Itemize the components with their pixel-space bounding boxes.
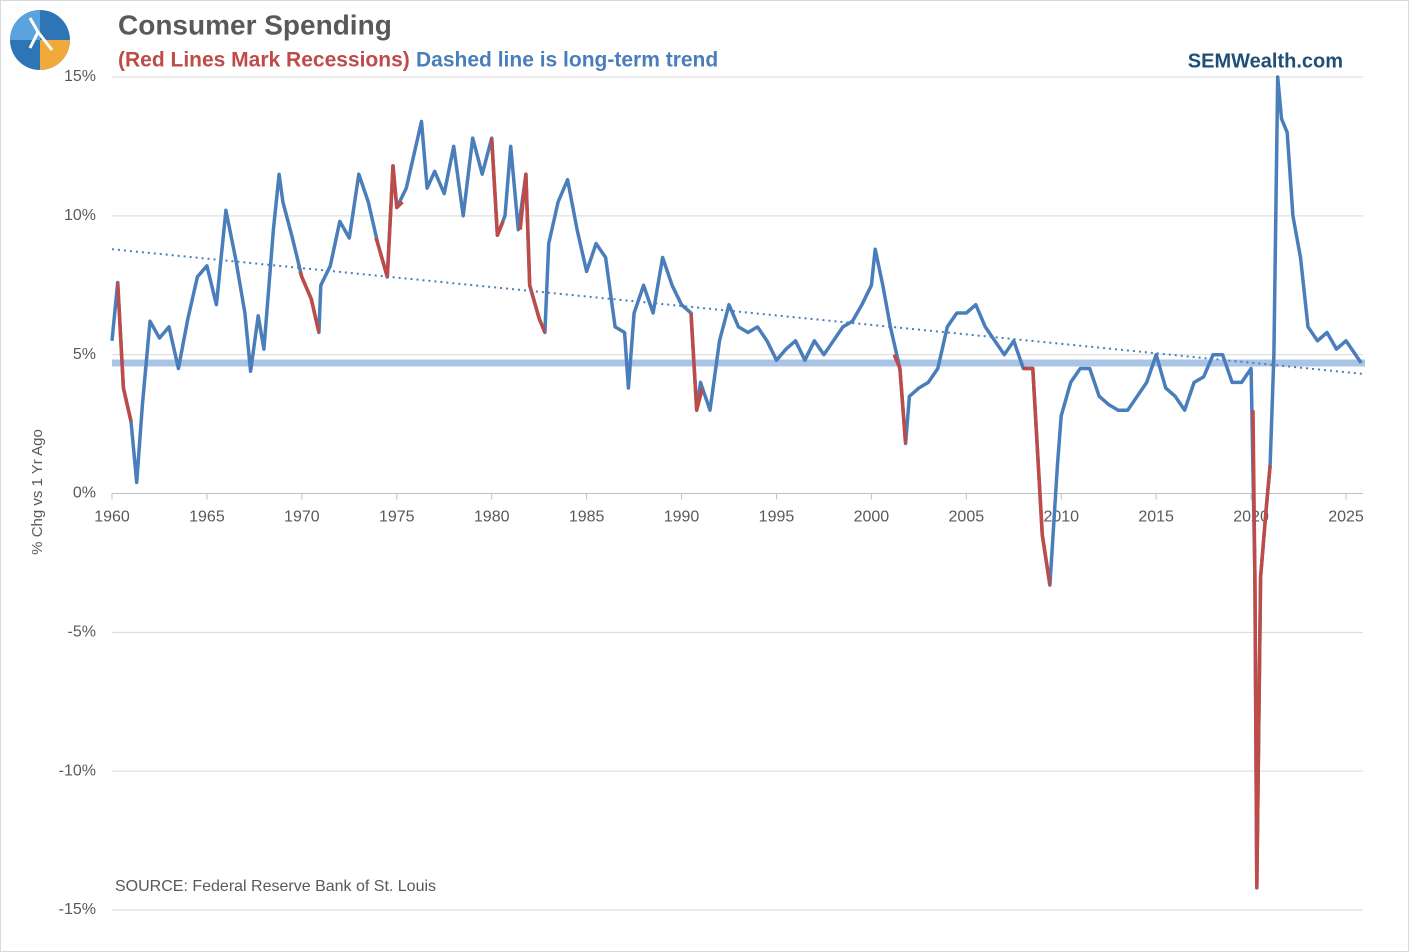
subtitle-blue: Dashed line is long-term trend — [416, 49, 718, 72]
x-tick-label: 2000 — [854, 509, 890, 526]
x-tick-label: 2015 — [1138, 509, 1174, 526]
y-tick-label: 0% — [73, 485, 96, 502]
x-tick-label: 1990 — [664, 509, 700, 526]
line — [298, 270, 321, 333]
y-tick-label: 10% — [64, 207, 96, 224]
x-tick-label: 1995 — [759, 509, 795, 526]
x-tick-label: 1960 — [94, 509, 130, 526]
y-tick-label: -10% — [59, 762, 96, 779]
y-tick-label: 5% — [73, 346, 96, 363]
x-tick-label: 1970 — [284, 509, 320, 526]
line — [1023, 366, 1052, 586]
line — [518, 172, 547, 334]
y-tick-label: -15% — [59, 901, 96, 918]
line — [892, 354, 908, 444]
line — [1251, 410, 1272, 890]
line — [489, 137, 505, 238]
subtitle-red: (Red Lines Mark Recessions) — [118, 49, 410, 72]
x-tick-label: 2020 — [1233, 509, 1269, 526]
line — [374, 164, 404, 279]
source: SOURCE: Federal Reserve Bank of St. Loui… — [115, 878, 436, 895]
x-tick-label: 1965 — [189, 509, 225, 526]
x-tick-label: 2010 — [1043, 509, 1079, 526]
logo — [10, 10, 70, 70]
x-tick-label: 1985 — [569, 509, 605, 526]
y-tick-label: 15% — [64, 68, 96, 85]
y-tick-label: -5% — [68, 624, 96, 641]
chart-title: Consumer Spending — [118, 9, 392, 40]
y-axis-label: % Chg vs 1 Yr Ago — [29, 429, 46, 555]
line — [689, 312, 705, 412]
x-tick-label: 1980 — [474, 509, 510, 526]
x-tick-label: 1975 — [379, 509, 415, 526]
line — [115, 282, 133, 422]
x-tick-label: 2005 — [949, 509, 985, 526]
brand: SEMWealth.com — [1188, 50, 1343, 72]
x-tick-label: 2025 — [1328, 509, 1364, 526]
